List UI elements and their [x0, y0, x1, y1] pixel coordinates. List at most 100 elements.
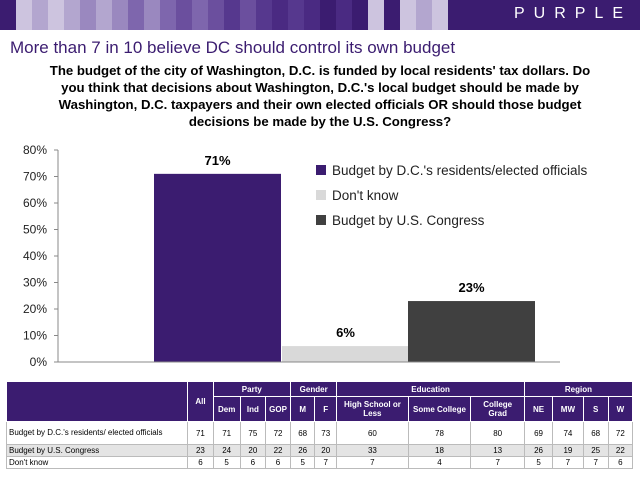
banner-tile [384, 0, 400, 30]
table-cell: 6 [239, 456, 266, 469]
group-party: Party [212, 381, 292, 397]
col-w: W [607, 396, 634, 422]
banner-tile [48, 0, 64, 30]
banner-tile [320, 0, 336, 30]
header-banner: PURPLE [0, 0, 640, 30]
banner-tile [160, 0, 176, 30]
table-row: Budget by U.S. Congress 23 24 20 22 26 20 33 18 1… [5, 444, 634, 457]
col-ind: Ind [239, 396, 266, 422]
legend-label: Budget by D.C.'s residents/elected offic… [332, 163, 587, 178]
page-title: More than 7 in 10 believe DC should cont… [10, 38, 456, 57]
table-cell: 6 [264, 456, 292, 469]
banner-tile [192, 0, 208, 30]
group-region: Region [523, 381, 634, 397]
banner-tile [256, 0, 272, 30]
banner-tile [272, 0, 288, 30]
table-row: Budget by D.C.'s residents/ elected offi… [5, 421, 634, 445]
header-blank [5, 381, 189, 422]
table-cell: 7 [470, 456, 525, 469]
y-tick-label: 60% [23, 196, 47, 210]
banner-tile [288, 0, 304, 30]
table-cell: 72 [607, 421, 634, 445]
banner-tile [16, 0, 32, 30]
y-tick-label: 30% [23, 276, 47, 290]
table-header-groups: All Party Gender Education Region [5, 381, 634, 422]
table-cell: 71 [187, 421, 214, 445]
table-cell: 13 [470, 444, 525, 457]
table-cell: 73 [314, 421, 338, 445]
banner-tile [416, 0, 432, 30]
banner-tile [96, 0, 112, 30]
y-tick-label: 10% [23, 329, 47, 343]
table-cell: 68 [290, 421, 316, 445]
banner-tile [336, 0, 352, 30]
bar-data-label: 71% [204, 153, 230, 168]
y-tick-label: 80% [23, 143, 47, 157]
col-s: S [582, 396, 609, 422]
table-cell: 78 [407, 421, 472, 445]
table-cell: 74 [552, 421, 584, 445]
bar-chart: 0% 10% 20% 30% 40% 50% 60% 70% 80% 71% 6% 23% Budget… [23, 143, 587, 369]
y-tick-label: 40% [23, 249, 47, 263]
legend-swatch [316, 190, 326, 200]
col-hs: High School or Less [336, 396, 409, 422]
table-cell: 23 [187, 444, 214, 457]
banner-tile [0, 0, 16, 30]
table-cell: 20 [314, 444, 338, 457]
table-cell: 71 [212, 421, 241, 445]
col-gop: GOP [264, 396, 292, 422]
banner-tile [64, 0, 80, 30]
row-label: Don't know [5, 456, 189, 469]
table-cell: 4 [407, 456, 472, 469]
table-cell: 26 [523, 444, 554, 457]
col-some: Some College [407, 396, 472, 422]
y-tick-label: 50% [23, 223, 47, 237]
banner-tile [176, 0, 192, 30]
banner-tile [400, 0, 416, 30]
table-row: Don't know 6 5 6 6 5 7 7 4 7 5 7 7 6 [5, 456, 634, 469]
table-cell: 6 [607, 456, 634, 469]
legend-label: Budget by U.S. Congress [332, 213, 485, 228]
table-cell: 5 [212, 456, 241, 469]
y-tick-label: 0% [30, 355, 48, 369]
table-cell: 7 [336, 456, 409, 469]
bar [408, 301, 535, 362]
table-cell: 33 [336, 444, 409, 457]
table-cell: 22 [607, 444, 634, 457]
col-dem: Dem [212, 396, 241, 422]
banner-tile [304, 0, 320, 30]
table-cell: 6 [187, 456, 214, 469]
table-cell: 26 [290, 444, 316, 457]
table-cell: 5 [290, 456, 316, 469]
banner-tile [224, 0, 240, 30]
banner-tile [144, 0, 160, 30]
banner-tile [128, 0, 144, 30]
table-cell: 60 [336, 421, 409, 445]
legend-swatch [316, 165, 326, 175]
group-gender: Gender [290, 381, 338, 397]
bar [154, 173, 281, 362]
group-education: Education [336, 381, 525, 397]
legend-swatch [316, 215, 326, 225]
table-cell: 18 [407, 444, 472, 457]
table-cell: 7 [582, 456, 609, 469]
table-cell: 25 [582, 444, 609, 457]
col-f: F [314, 396, 338, 422]
bar-data-label: 6% [336, 325, 355, 340]
bar-data-label: 23% [458, 280, 484, 295]
brand-logo: PURPLE [513, 5, 632, 22]
table-cell: 19 [552, 444, 584, 457]
col-ne: NE [523, 396, 554, 422]
table-cell: 75 [239, 421, 266, 445]
banner-tile [80, 0, 96, 30]
row-label: Budget by D.C.'s residents/ elected offi… [5, 421, 189, 445]
y-tick-label: 20% [23, 302, 47, 316]
table-cell: 7 [314, 456, 338, 469]
col-all: All [187, 381, 214, 422]
col-mw: MW [552, 396, 584, 422]
table-cell: 7 [552, 456, 584, 469]
table-cell: 5 [523, 456, 554, 469]
table-cell: 68 [582, 421, 609, 445]
table-cell: 22 [264, 444, 292, 457]
table-header-columns: Dem Ind GOP M F High School or Less Some… [7, 396, 634, 422]
